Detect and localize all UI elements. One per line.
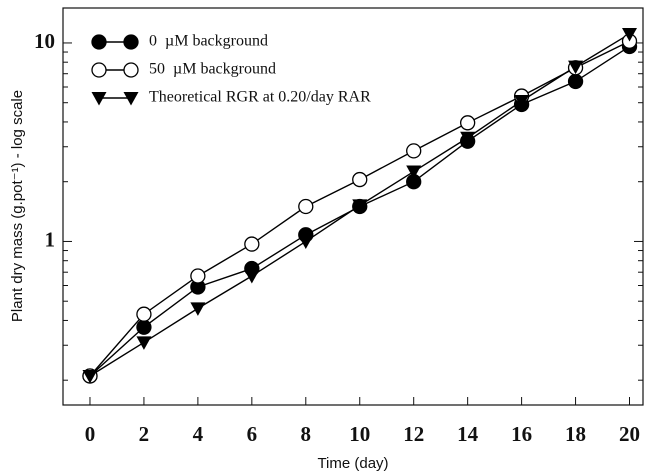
marker [82, 369, 98, 384]
y-tick-label: 10 [34, 29, 55, 53]
legend-marker [123, 34, 139, 50]
marker [190, 302, 206, 316]
marker [298, 235, 314, 249]
x-tick-label: 18 [565, 422, 586, 446]
x-tick-label: 2 [139, 422, 150, 446]
x-tick-label: 0 [85, 422, 96, 446]
marker [136, 306, 152, 322]
x-tick-label: 20 [619, 422, 640, 446]
legend-marker [91, 62, 107, 78]
x-tick-label: 10 [349, 422, 370, 446]
marker [406, 143, 422, 159]
marker [568, 60, 584, 75]
marker [567, 73, 584, 90]
legend-marker [123, 62, 139, 78]
x-tick-label: 16 [511, 422, 532, 446]
x-tick-label: 6 [247, 422, 258, 446]
marker [460, 115, 476, 131]
marker [190, 268, 206, 284]
marker [244, 269, 260, 284]
x-tick-label: 12 [403, 422, 424, 446]
legend-marker [91, 92, 107, 106]
legend-label: 50 µM background [149, 61, 276, 78]
legend-label: Theoretical RGR at 0.20/day RAR [149, 89, 371, 106]
legend-marker [123, 92, 139, 106]
marker [460, 131, 476, 146]
y-tick-label: 1 [45, 227, 56, 251]
x-tick-label: 14 [457, 422, 479, 446]
x-tick-label: 4 [193, 422, 204, 446]
marker [136, 336, 152, 350]
marker [244, 236, 260, 252]
legend-label: 0 µM background [149, 33, 268, 50]
legend-marker [91, 34, 107, 50]
marker [352, 199, 368, 213]
marker [514, 95, 530, 109]
marker [298, 198, 314, 215]
y-axis-label: Plant dry mass (g.pot⁻¹) - log scale [9, 90, 26, 322]
marker [352, 171, 368, 188]
x-axis-label: Time (day) [317, 455, 388, 472]
plot-frame [62, 7, 644, 406]
marker [406, 165, 422, 180]
x-tick-label: 8 [301, 422, 312, 446]
marker [622, 27, 638, 42]
marker [136, 319, 152, 335]
